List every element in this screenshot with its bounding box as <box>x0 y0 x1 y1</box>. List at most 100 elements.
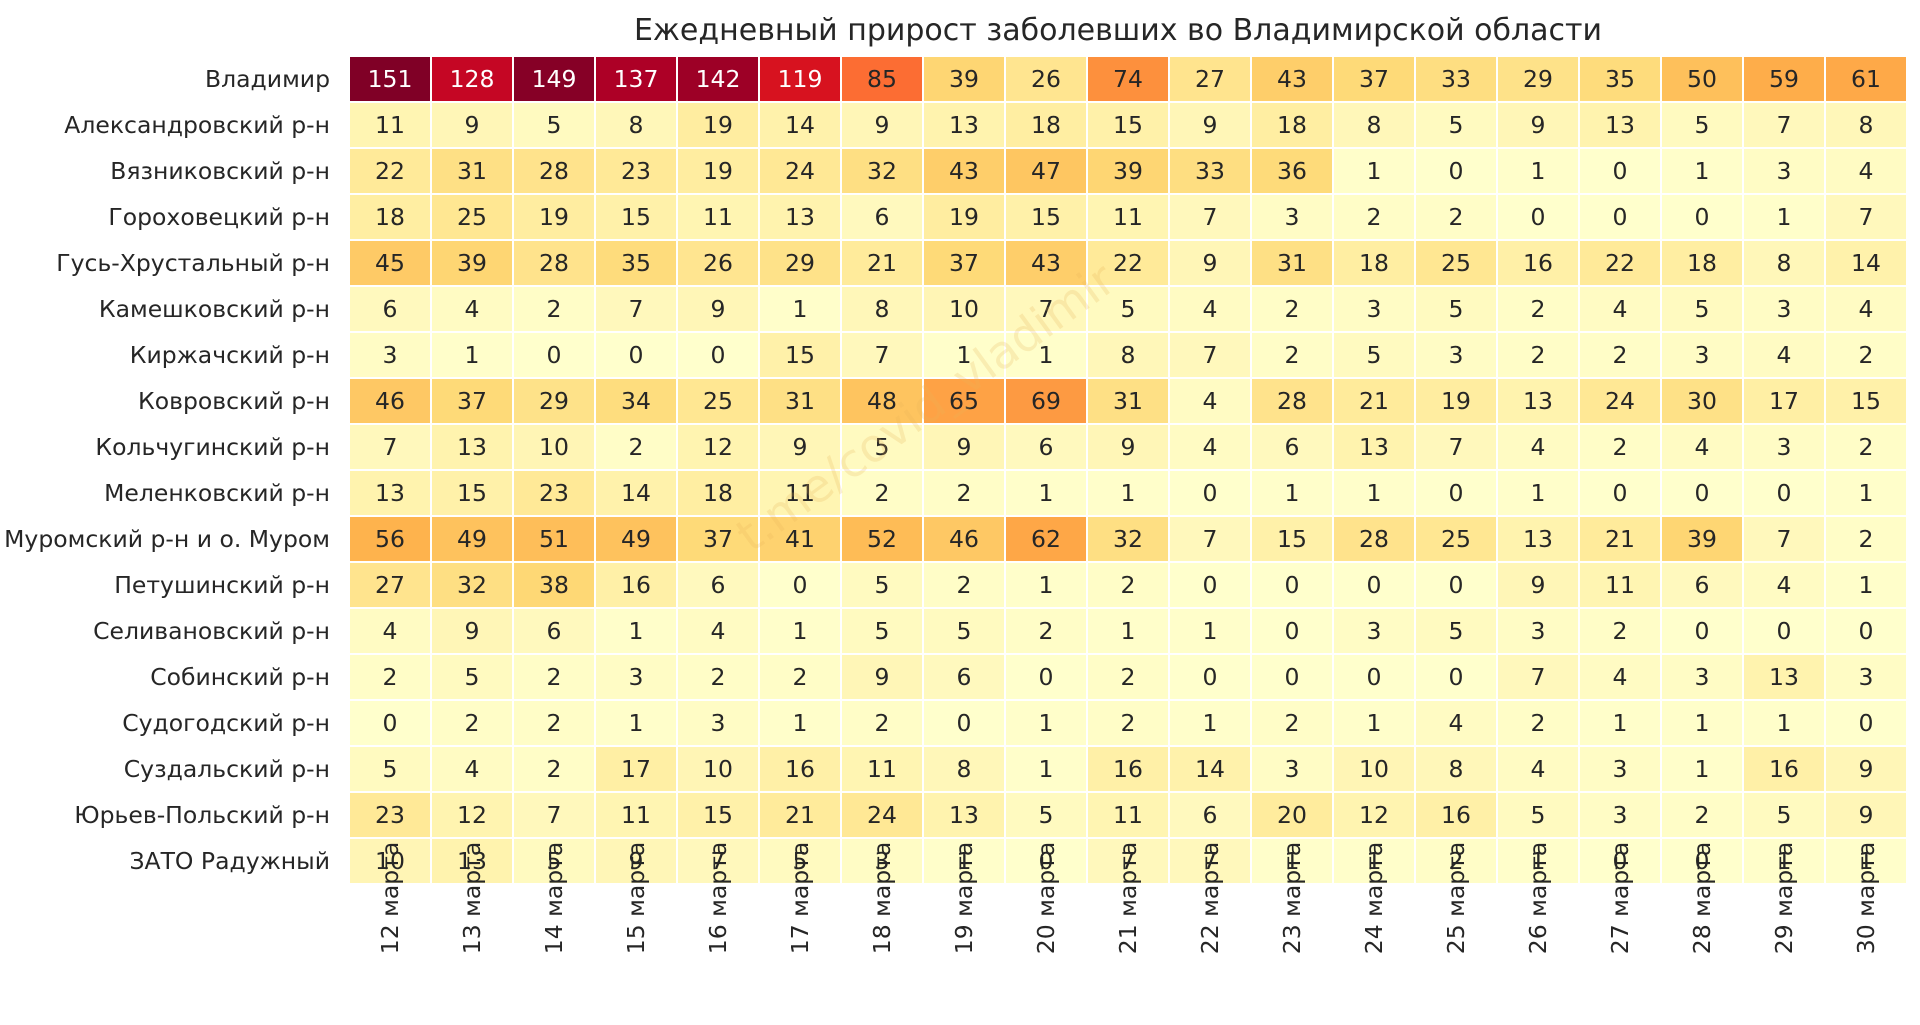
cell-value-label: 5 <box>957 617 972 645</box>
cell-value-label: 4 <box>1203 387 1218 415</box>
cell-value-label: 46 <box>949 525 979 553</box>
column-label: 30 марта <box>1852 842 1880 955</box>
cell-value-label: 18 <box>1687 249 1717 277</box>
cell-value-label: 12 <box>457 801 487 829</box>
heatmap-cell <box>1250 331 1334 379</box>
cell-value-label: 3 <box>1367 295 1382 323</box>
cell-value-label: 4 <box>711 617 726 645</box>
cell-value-label: 13 <box>1359 433 1389 461</box>
heatmap-cell <box>1168 239 1252 287</box>
cell-value-label: 7 <box>1859 203 1874 231</box>
heatmap-cell <box>594 285 678 333</box>
heatmap-cell <box>1168 791 1252 839</box>
cell-value-label: 1 <box>793 709 808 737</box>
column-label: 25 марта <box>1442 842 1470 955</box>
cell-value-label: 1 <box>1285 847 1300 875</box>
heatmap-cell <box>430 101 514 149</box>
cell-value-label: 2 <box>1859 341 1874 369</box>
cell-value-label: 37 <box>1359 65 1389 93</box>
cell-value-label: 1 <box>1859 571 1874 599</box>
heatmap-cell <box>1086 423 1170 471</box>
cell-value-label: 9 <box>875 663 890 691</box>
cell-value-label: 43 <box>1031 249 1061 277</box>
heatmap-cell <box>1660 607 1744 655</box>
cell-value-label: 8 <box>1121 341 1136 369</box>
column-label: 12 марта <box>376 842 404 955</box>
cell-value-label: 2 <box>1039 617 1054 645</box>
column-label: 28 марта <box>1688 842 1716 955</box>
heatmap-cell <box>348 469 432 517</box>
heatmap-cell <box>1332 377 1416 425</box>
cell-value-label: 0 <box>1859 617 1874 645</box>
cell-value-label: 15 <box>1113 111 1143 139</box>
cell-value-label: 1 <box>1121 479 1136 507</box>
cell-value-label: 2 <box>875 479 890 507</box>
heatmap-cell <box>1168 193 1252 241</box>
cell-value-label: 0 <box>1449 663 1464 691</box>
cell-value-label: 0 <box>1695 847 1710 875</box>
cell-value-label: 6 <box>1695 571 1710 599</box>
heatmap-cell <box>1250 239 1334 287</box>
cell-value-label: 2 <box>1449 203 1464 231</box>
cell-value-label: 2 <box>793 663 808 691</box>
cell-value-label: 0 <box>1777 479 1792 507</box>
cell-value-label: 1 <box>1777 203 1792 231</box>
cell-value-label: 13 <box>949 111 979 139</box>
row-label: Собинский р-н <box>150 663 330 691</box>
heatmap-cell <box>512 837 596 885</box>
heatmap-cell <box>1660 193 1744 241</box>
cell-value-label: 2 <box>1121 663 1136 691</box>
cell-value-label: 4 <box>1613 295 1628 323</box>
cell-value-label: 4 <box>383 617 398 645</box>
cell-value-label: 1 <box>1695 157 1710 185</box>
heatmap-cell <box>1578 791 1662 839</box>
cell-value-label: 2 <box>1531 709 1546 737</box>
heatmap-cell <box>1332 147 1416 195</box>
cell-value-label: 1 <box>1695 709 1710 737</box>
cell-value-label: 56 <box>375 525 405 553</box>
heatmap-cell <box>758 745 842 793</box>
heatmap-cell <box>348 423 432 471</box>
heatmap-cell <box>1004 515 1088 563</box>
cell-value-label: 8 <box>1449 755 1464 783</box>
cell-value-label: 1 <box>793 295 808 323</box>
cell-value-label: 5 <box>547 111 562 139</box>
cell-value-label: 7 <box>1777 111 1792 139</box>
cell-value-label: 0 <box>1203 663 1218 691</box>
heatmap-cell <box>676 515 760 563</box>
column-label: 16 марта <box>704 842 732 955</box>
heatmap-cell <box>1168 653 1252 701</box>
cell-value-label: 16 <box>621 571 651 599</box>
heatmap-cell <box>1004 193 1088 241</box>
cell-value-label: 5 <box>1531 801 1546 829</box>
heatmap-cell <box>1086 147 1170 195</box>
cell-value-label: 47 <box>1031 157 1061 185</box>
heatmap-cell <box>1742 837 1826 885</box>
cell-value-label: 2 <box>1531 295 1546 323</box>
heatmap-cell <box>676 837 760 885</box>
cell-value-label: 6 <box>1039 433 1054 461</box>
heatmap-cell <box>1660 745 1744 793</box>
heatmap-cell <box>922 101 1006 149</box>
cell-value-label: 16 <box>1523 249 1553 277</box>
heatmap-cell <box>1004 607 1088 655</box>
cell-value-label: 2 <box>1613 433 1628 461</box>
cell-value-label: 2 <box>1367 203 1382 231</box>
heatmap-cell <box>1414 607 1498 655</box>
cell-value-label: 17 <box>621 755 651 783</box>
cell-value-label: 18 <box>375 203 405 231</box>
heatmap-cell <box>594 745 678 793</box>
cell-value-label: 15 <box>785 341 815 369</box>
heatmap-cell <box>1742 423 1826 471</box>
cell-value-label: 13 <box>785 203 815 231</box>
heatmap-cell <box>1414 791 1498 839</box>
cell-value-label: 4 <box>1859 157 1874 185</box>
heatmap-cell <box>594 653 678 701</box>
heatmap-cell <box>840 837 924 885</box>
cell-value-label: 49 <box>457 525 487 553</box>
cell-value-label: 9 <box>1121 433 1136 461</box>
cell-value-label: 5 <box>875 433 890 461</box>
row-label: Вязниковский р-н <box>110 157 330 185</box>
cell-value-label: 43 <box>949 157 979 185</box>
heatmap-cell <box>1824 377 1908 425</box>
